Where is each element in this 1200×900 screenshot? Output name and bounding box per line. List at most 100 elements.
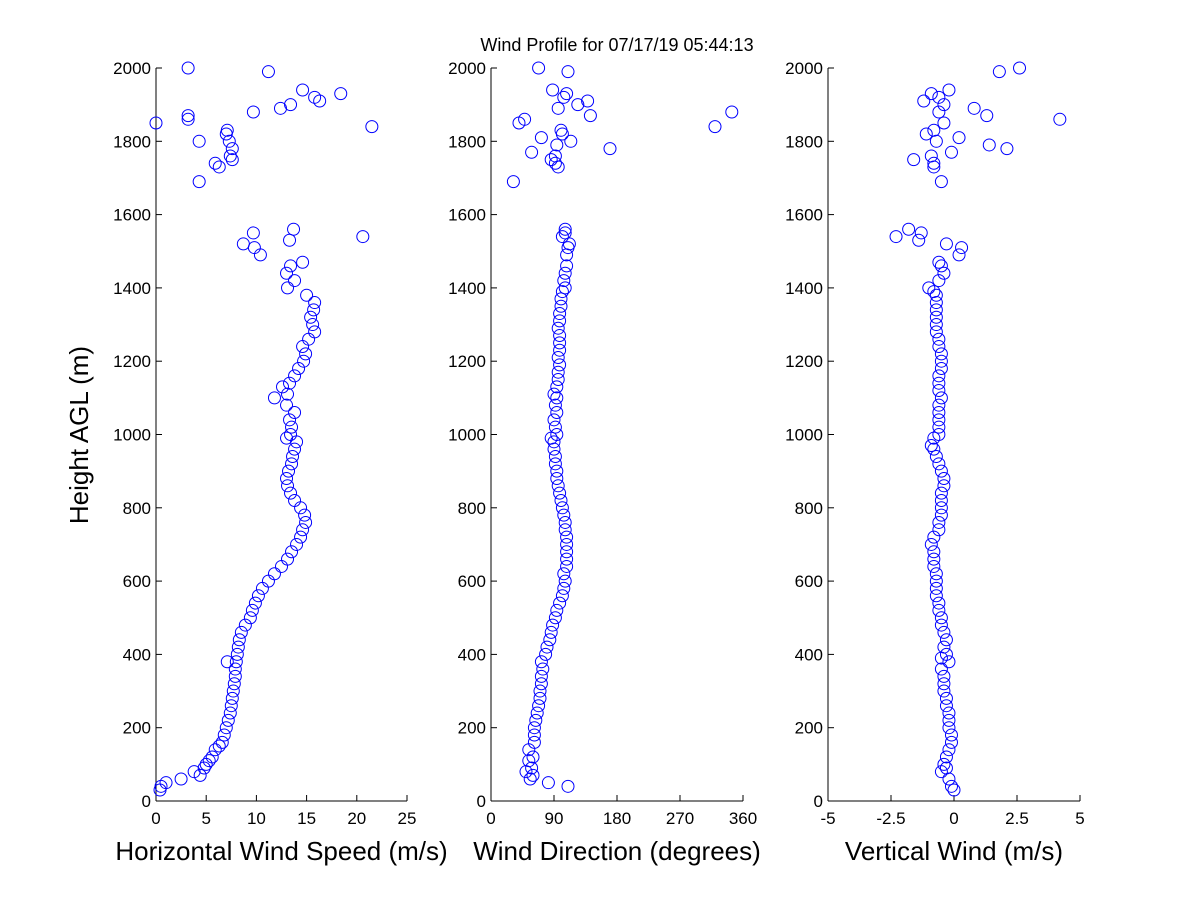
data-point	[581, 94, 595, 108]
data-point	[934, 347, 948, 361]
data-point	[932, 523, 946, 537]
data-point	[934, 362, 948, 376]
data-point	[548, 449, 562, 463]
data-point	[245, 603, 259, 617]
data-point	[555, 285, 569, 299]
data-point	[557, 274, 571, 288]
y-tick-label: 1200	[448, 352, 486, 371]
y-tick-label: 400	[123, 645, 151, 664]
data-point	[527, 735, 541, 749]
data-point	[223, 149, 237, 163]
data-point	[226, 684, 240, 698]
data-point	[944, 779, 958, 793]
data-point	[939, 647, 953, 661]
x-tick-label: 0	[151, 809, 160, 828]
data-point	[280, 431, 294, 445]
data-point	[267, 391, 281, 405]
data-point	[225, 153, 239, 167]
data-point	[248, 596, 262, 610]
x-axis-label: Horizontal Wind Speed (m/s)	[115, 836, 447, 866]
data-point	[544, 625, 558, 639]
y-tick-label: 1000	[448, 426, 486, 445]
data-point	[224, 699, 238, 713]
data-point	[288, 274, 302, 288]
data-point	[232, 633, 246, 647]
data-point	[219, 721, 233, 735]
data-point	[557, 567, 571, 581]
data-point	[292, 362, 306, 376]
data-point	[548, 156, 562, 170]
data-point	[555, 230, 569, 244]
data-point	[208, 743, 222, 757]
data-point	[934, 508, 948, 522]
data-point	[523, 772, 537, 786]
data-point	[942, 743, 956, 757]
panel-2: 0 200 400 600 800 1000 1200 1400 1600 1800 2000 0 90…	[448, 59, 761, 866]
data-point	[982, 138, 996, 152]
y-tick-label: 1600	[785, 206, 823, 225]
data-point	[356, 230, 370, 244]
data-point	[547, 413, 561, 427]
data-point	[560, 545, 574, 559]
data-point	[919, 127, 933, 141]
data-point	[942, 721, 956, 735]
data-point	[932, 406, 946, 420]
data-point	[942, 713, 956, 727]
data-point	[932, 428, 946, 441]
data-point	[553, 329, 567, 343]
y-tick-label: 800	[458, 499, 486, 518]
data-point	[889, 230, 903, 244]
data-point	[251, 589, 265, 603]
data-point	[929, 288, 943, 302]
x-tick-label: -2.5	[876, 809, 905, 828]
data-point	[952, 248, 966, 262]
x-tick-label: 2.5	[1005, 809, 1029, 828]
data-point	[290, 537, 304, 551]
data-point	[297, 354, 311, 368]
x-tick-label: 180	[603, 809, 631, 828]
data-point	[934, 354, 948, 368]
data-point	[222, 134, 236, 148]
data-point	[932, 376, 946, 390]
data-point	[557, 581, 571, 595]
data-point	[558, 515, 572, 529]
data-point	[548, 611, 562, 625]
data-point	[553, 343, 567, 357]
data-point	[934, 493, 948, 507]
data-point	[939, 750, 953, 764]
x-tick-label: 15	[297, 809, 316, 828]
data-point	[934, 464, 948, 478]
data-point	[914, 226, 928, 240]
data-point	[939, 699, 953, 713]
data-point	[725, 105, 739, 119]
x-tick-label: 0	[486, 809, 495, 828]
data-point	[544, 153, 558, 167]
data-point	[554, 299, 568, 313]
y-tick-label: 800	[795, 499, 823, 518]
data-point	[553, 486, 567, 500]
data-point	[557, 508, 571, 522]
data-point	[548, 420, 562, 434]
data-point	[560, 530, 574, 544]
data-point	[234, 625, 248, 639]
data-point	[541, 776, 555, 790]
data-point	[299, 515, 313, 529]
data-point	[225, 142, 239, 156]
x-tick-label: 90	[545, 809, 564, 828]
data-point	[193, 768, 207, 782]
data-point	[550, 428, 564, 441]
y-tick-label: 1400	[113, 279, 151, 298]
data-point	[174, 772, 188, 786]
y-axis-label: Height AGL (m)	[64, 346, 94, 524]
data-point	[281, 552, 295, 566]
data-point	[284, 486, 298, 500]
data-point	[228, 669, 242, 683]
data-point	[534, 669, 548, 683]
x-tick-label: 360	[729, 809, 757, 828]
data-point	[929, 318, 943, 332]
data-point	[967, 101, 981, 115]
data-point	[708, 120, 722, 134]
data-point	[284, 259, 298, 273]
data-point	[560, 259, 574, 273]
